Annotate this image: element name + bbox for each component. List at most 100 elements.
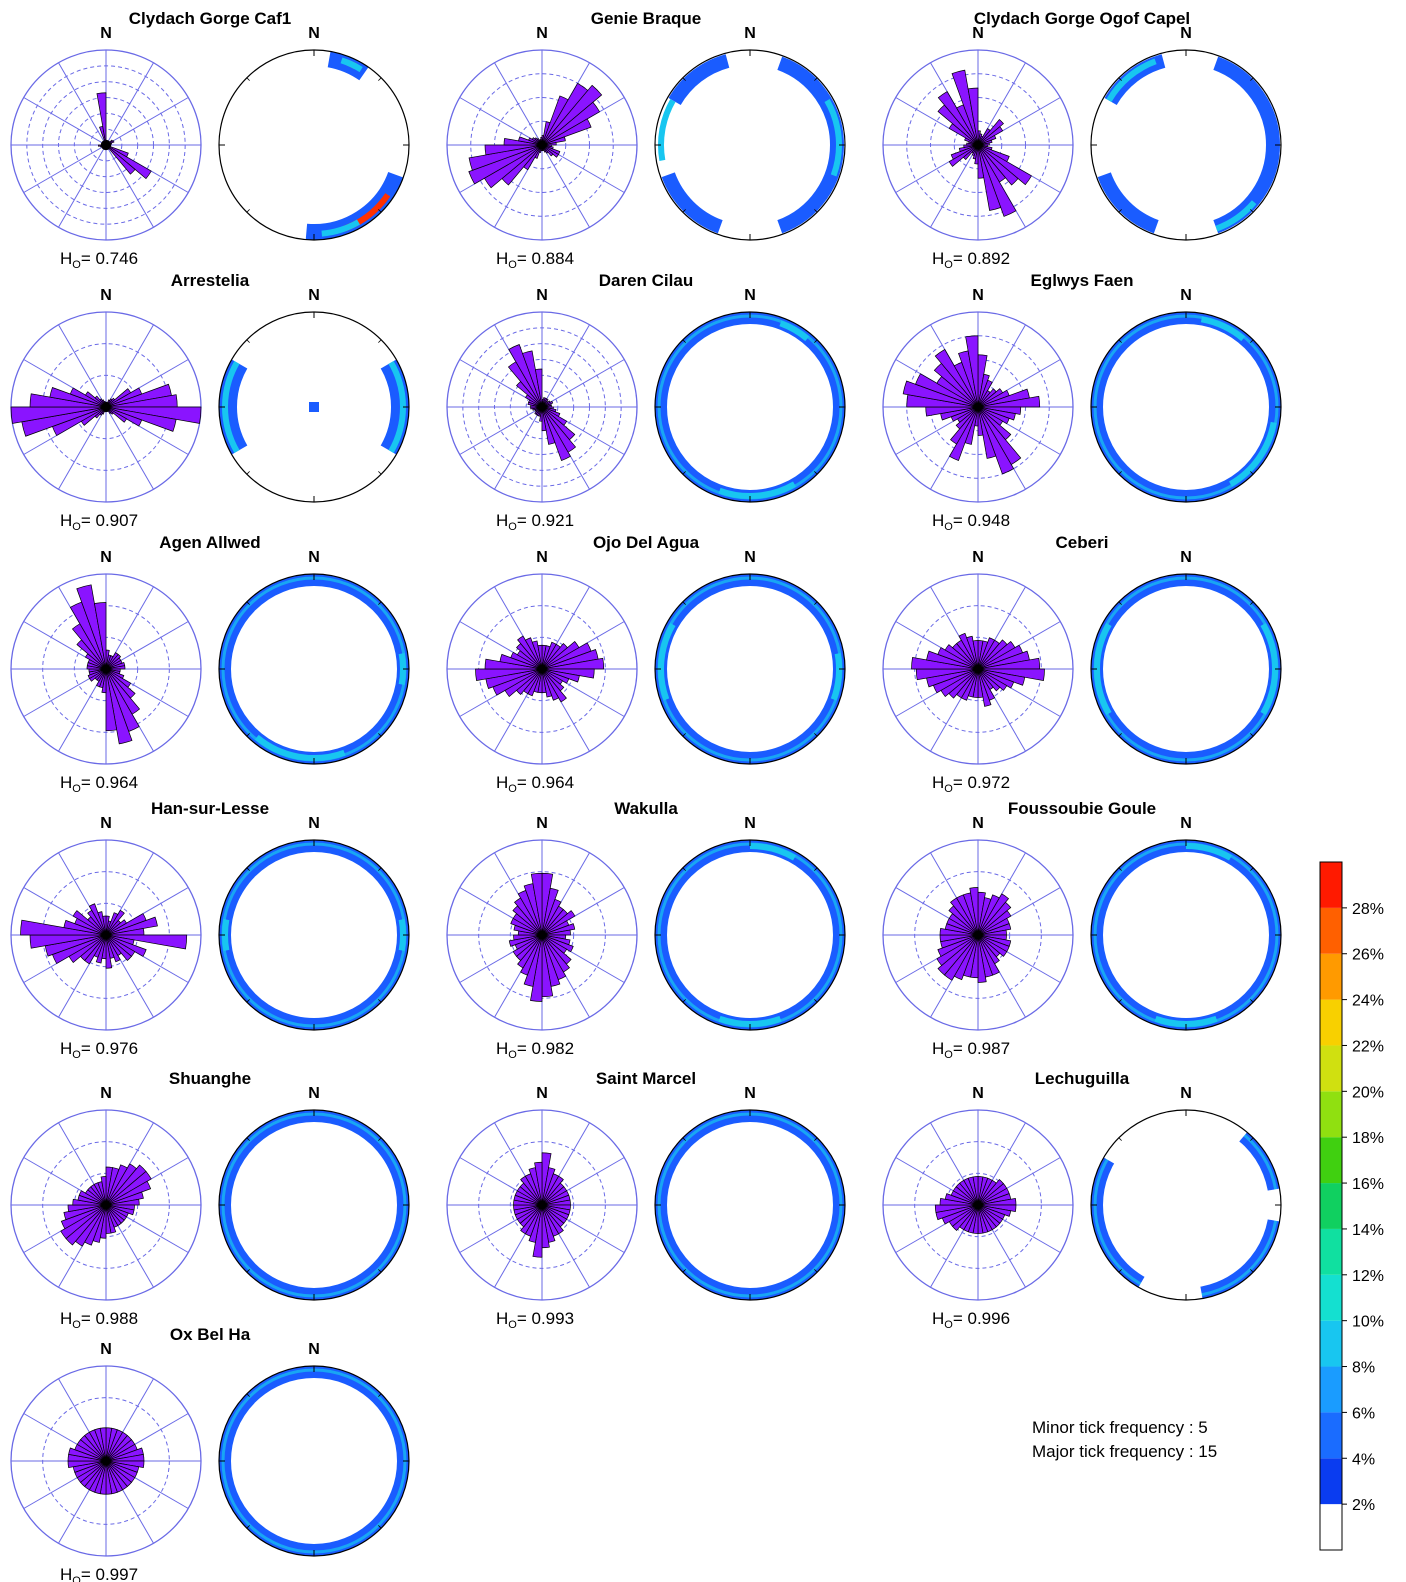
- rose-center: [102, 665, 110, 673]
- stereonet-minor-tick: [814, 733, 818, 737]
- site-title: Genie Braque: [591, 9, 702, 28]
- stereonet-minor-tick: [682, 1137, 686, 1141]
- rose-center: [102, 1457, 110, 1465]
- stereonet-minor-tick: [378, 339, 382, 343]
- colorbar-segment: [1320, 1228, 1342, 1275]
- rose-petal: [105, 1191, 144, 1206]
- stereonet: [1090, 49, 1282, 241]
- rose-petal: [955, 406, 979, 430]
- rose-petal: [937, 934, 979, 957]
- contour-highlight: [658, 623, 676, 701]
- rose-petal: [977, 144, 1017, 217]
- rose-north-label: N: [536, 1085, 548, 1102]
- site-panel: Lechuguilla N N HO= 0.996: [882, 1069, 1282, 1331]
- stereonet-minor-tick: [378, 733, 382, 737]
- rose-petal: [520, 934, 543, 976]
- stereonet-minor-tick: [682, 209, 686, 213]
- rose-petal: [517, 635, 543, 670]
- rose-petals: [911, 632, 1045, 707]
- stereonet-minor-tick: [378, 867, 382, 871]
- contour-band: [1097, 172, 1159, 234]
- stereonet-north-label: N: [308, 287, 320, 304]
- rose-petal: [105, 668, 133, 745]
- stereonet-minor-tick: [378, 471, 382, 475]
- stereonet-minor-tick: [1118, 1137, 1122, 1141]
- colorbar-segment: [1320, 1458, 1342, 1505]
- rose-petal: [60, 1204, 107, 1230]
- rose-petal: [977, 406, 997, 459]
- tick-notes: Minor tick frequency : 5 Major tick freq…: [1032, 1416, 1217, 1464]
- contour-highlight: [222, 361, 240, 453]
- stereonet-north-label: N: [308, 1085, 320, 1102]
- colorbar-label: 8%: [1352, 1360, 1375, 1377]
- stereonet-north-label: N: [308, 549, 320, 566]
- stereonet-minor-tick: [682, 999, 686, 1003]
- rose-center: [538, 931, 546, 939]
- contour-ring: [219, 574, 409, 764]
- contour-ring: [655, 574, 845, 764]
- stereonet: [1090, 839, 1282, 1031]
- rose-petal: [977, 934, 987, 983]
- rose-petal: [950, 144, 979, 160]
- rose-petal: [977, 668, 1001, 692]
- stereonet-minor-tick: [378, 77, 382, 81]
- contour-ring-inner: [221, 576, 407, 762]
- site-title: Wakulla: [614, 799, 678, 818]
- site-panel: Clydach Gorge Caf1 N N HO= 0.746: [10, 9, 410, 271]
- stereonet-minor-tick: [1118, 601, 1122, 605]
- rose-petal: [977, 144, 985, 179]
- ho-value-label: HO= 0.907: [60, 511, 138, 533]
- stereonet-minor-tick: [246, 209, 250, 213]
- rose-petal: [96, 92, 107, 146]
- rose-petal: [541, 910, 576, 936]
- stereonet-minor-tick: [246, 1525, 250, 1529]
- rose-north-label: N: [536, 549, 548, 566]
- site-panel: Eglwys Faen N N HO= 0.948: [882, 271, 1282, 533]
- colorbar-segment: [1320, 953, 1342, 1000]
- colorbar-label: 4%: [1352, 1451, 1375, 1468]
- rose-north-label: N: [972, 287, 984, 304]
- contour-ring-inner: [1093, 842, 1279, 1028]
- stereonet-minor-tick: [1250, 999, 1254, 1003]
- ho-value-label: HO= 0.982: [496, 1039, 574, 1061]
- rose-petal: [934, 1204, 979, 1213]
- rose-petal: [934, 348, 979, 408]
- stereonet-minor-tick: [1250, 733, 1254, 737]
- rose-petal: [63, 1204, 107, 1221]
- rose-petal: [969, 887, 979, 936]
- site-title: Foussoubie Goule: [1008, 799, 1156, 818]
- stereonet-north-label: N: [1180, 549, 1192, 566]
- stereonet-north-label: N: [744, 815, 756, 832]
- rose-petal: [72, 910, 107, 936]
- rose-petal: [105, 668, 118, 732]
- stereonet-minor-tick: [378, 601, 382, 605]
- rose-petal: [105, 144, 152, 180]
- site-title: Eglwys Faen: [1031, 271, 1134, 290]
- rose-center: [974, 1201, 982, 1209]
- stereonet-minor-tick: [682, 1269, 686, 1273]
- contour-highlight: [830, 653, 842, 701]
- contour-highlight: [718, 481, 796, 499]
- rose-petal: [977, 406, 1015, 475]
- contour-highlight: [824, 99, 842, 177]
- ho-value-label: HO= 0.972: [932, 773, 1010, 795]
- stereonet-minor-tick: [246, 1137, 250, 1141]
- site-title: Arrestelia: [171, 271, 250, 290]
- rose-petals: [475, 635, 605, 703]
- rose-petal: [977, 395, 1041, 408]
- rose-petal: [965, 335, 979, 408]
- rose-north-label: N: [972, 1085, 984, 1102]
- site-panel: Saint Marcel N N HO= 0.993: [446, 1069, 846, 1331]
- rose-petals: [67, 1427, 145, 1495]
- contour-ring: [655, 840, 845, 1030]
- contour-band: [777, 56, 844, 234]
- rose-petal: [105, 916, 158, 936]
- rose-petals: [10, 383, 202, 437]
- rose-petal: [105, 1198, 140, 1206]
- rose-petal: [937, 91, 979, 146]
- stereonet-minor-tick: [246, 1393, 250, 1397]
- rose-north-label: N: [972, 815, 984, 832]
- stereonet-minor-tick: [246, 339, 250, 343]
- stereonet-minor-tick: [246, 471, 250, 475]
- colorbar-segment: [1320, 1412, 1342, 1459]
